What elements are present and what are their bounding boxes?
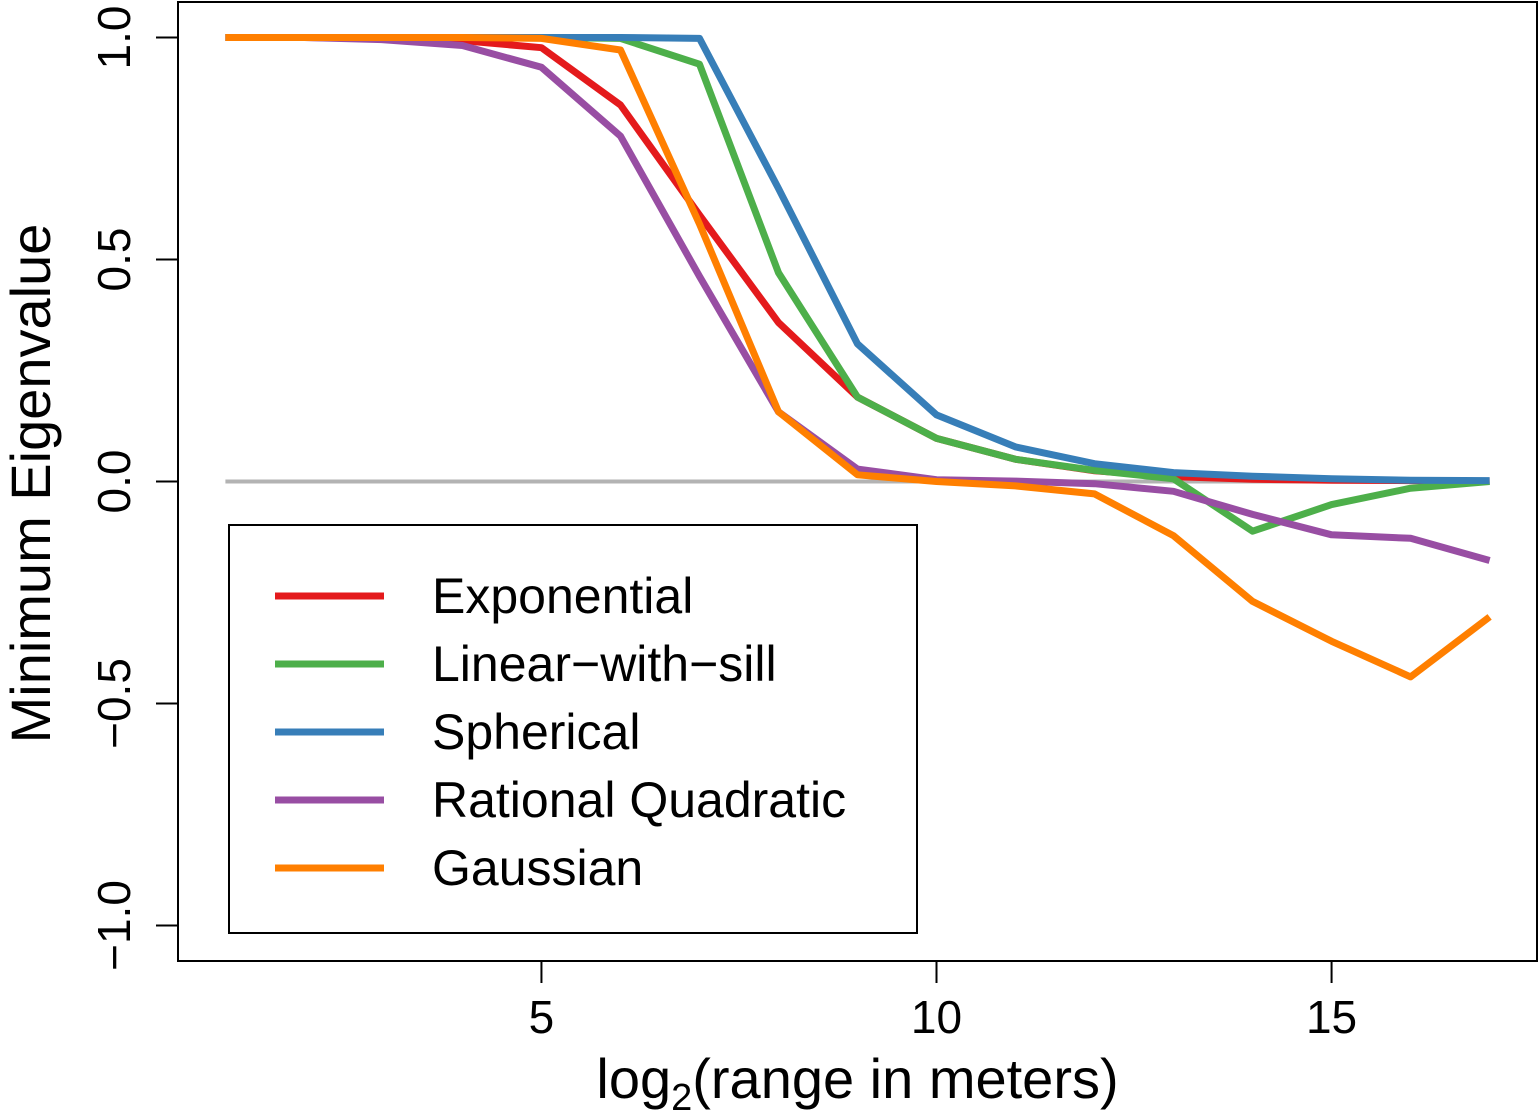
y-axis-title: Minimum Eigenvalue — [0, 224, 62, 744]
x-axis-title-rest: (range in meters) — [692, 1047, 1118, 1110]
series-line-4 — [225, 34, 1491, 564]
x-tick-label-2: 10 — [911, 991, 962, 1043]
x-axis-title-main: log — [596, 1047, 671, 1110]
legend-label-4: Rational Quadratic — [432, 772, 846, 828]
y-tick-label-3: 0.0 — [88, 450, 140, 514]
x-tick-label-3: 15 — [1306, 991, 1357, 1043]
y-tick-label-1: −1.0 — [88, 880, 140, 971]
series-layer — [225, 34, 1492, 681]
x-axis-title-subscript: 2 — [671, 1077, 692, 1114]
y-tick-label-5: 1.0 — [88, 6, 140, 70]
y-axis: −1.0 −0.5 0.0 0.5 1.0 — [88, 6, 179, 971]
legend: Exponential Linear−with−sill Spherical Rati… — [228, 524, 918, 934]
y-tick-label-2: −0.5 — [88, 658, 140, 749]
y-tick-label-4: 0.5 — [88, 228, 140, 292]
x-axis-title: log2(range in meters) — [596, 1047, 1118, 1114]
x-tick-label-1: 5 — [529, 991, 555, 1043]
x-axis: 5 10 15 — [529, 960, 1357, 1043]
legend-label-5: Gaussian — [432, 840, 643, 896]
legend-label-2: Linear−with−sill — [432, 636, 777, 692]
legend-label-3: Spherical — [432, 704, 640, 760]
series-line-5 — [225, 34, 1492, 681]
legend-label-1: Exponential — [432, 568, 693, 624]
